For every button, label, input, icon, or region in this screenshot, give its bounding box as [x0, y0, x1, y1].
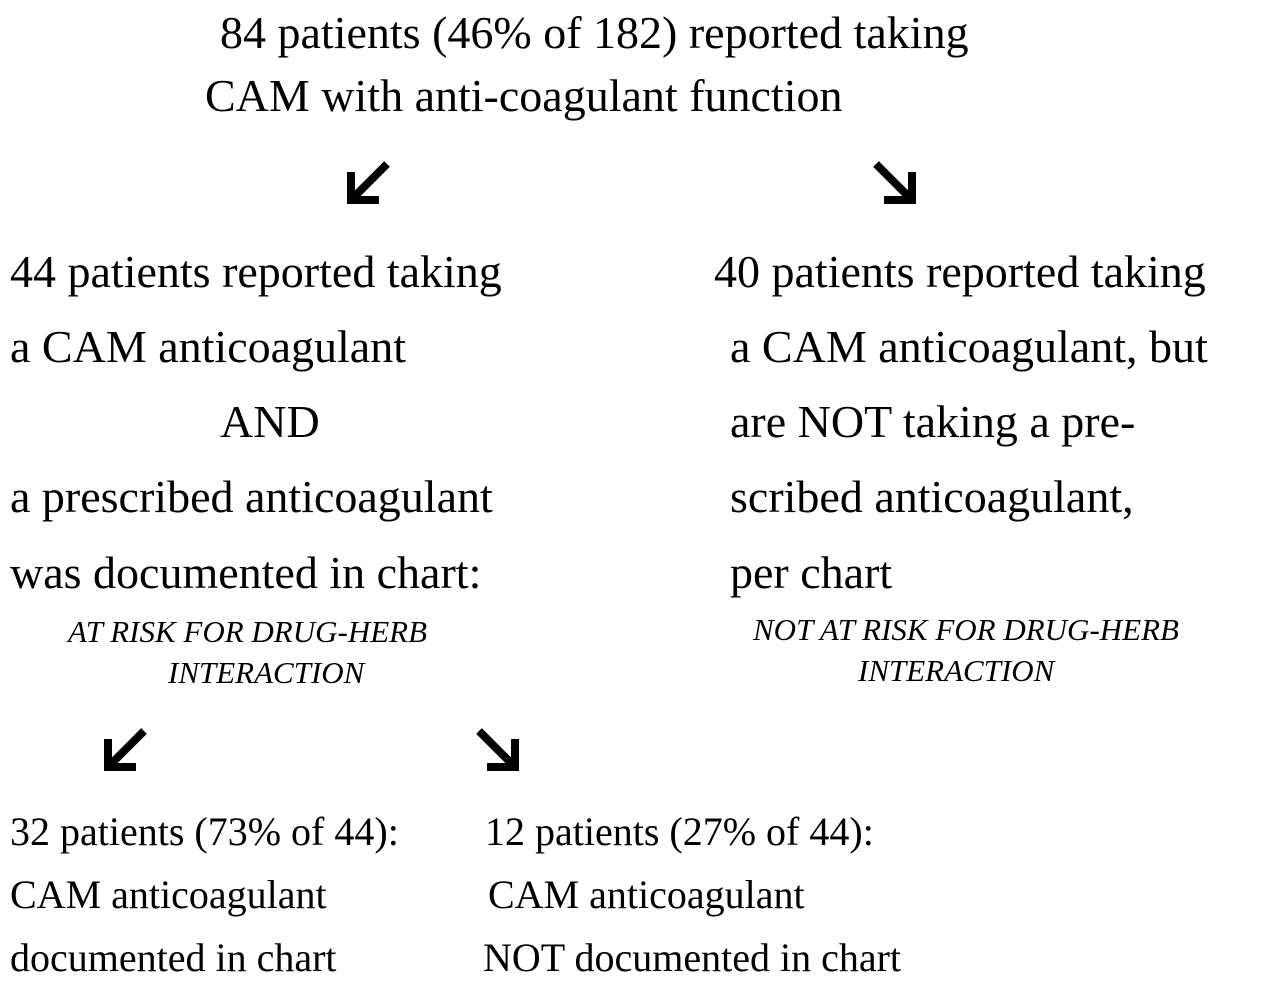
arrow-down-left-icon: [100, 725, 150, 775]
right-branch-line-4: scribed anticoagulant,: [730, 471, 1134, 522]
right-branch-risk-note-1: NOT AT RISK FOR DRUG-HERB: [753, 612, 1179, 647]
left-branch-line-2: a CAM anticoagulant: [10, 321, 407, 372]
right-branch-line-3: are NOT taking a pre-: [730, 396, 1136, 447]
bottom-right-line-3: NOT documented in chart: [483, 935, 902, 980]
left-branch-line-1: 44 patients reported taking: [10, 246, 502, 297]
left-branch-line-5: was documented in chart:: [10, 547, 482, 598]
right-branch-line-2: a CAM anticoagulant, but: [730, 321, 1208, 372]
right-branch-line-1: 40 patients reported taking: [714, 246, 1206, 297]
top-node-line-2: CAM with anti-coagulant function: [205, 70, 843, 121]
left-branch-line-3: AND: [220, 396, 320, 447]
arrow-down-right-icon: [870, 158, 920, 208]
bottom-left-line-2: CAM anticoagulant: [10, 872, 327, 917]
bottom-right-line-2: CAM anticoagulant: [488, 872, 805, 917]
left-branch-line-4: a prescribed anticoagulant: [10, 471, 493, 522]
arrow-down-right-icon: [473, 725, 523, 775]
top-node-line-1: 84 patients (46% of 182) reported taking: [220, 7, 969, 58]
bottom-right-line-1: 12 patients (27% of 44):: [485, 809, 874, 854]
right-branch-risk-note-2: INTERACTION: [858, 653, 1055, 688]
bottom-left-line-3: documented in chart: [10, 935, 337, 980]
arrow-down-left-icon: [343, 158, 393, 208]
bottom-left-line-1: 32 patients (73% of 44):: [10, 809, 399, 854]
right-branch-line-5: per chart: [730, 547, 893, 598]
left-branch-risk-note-1: AT RISK FOR DRUG-HERB: [68, 614, 428, 649]
left-branch-risk-note-2: INTERACTION: [168, 655, 365, 690]
